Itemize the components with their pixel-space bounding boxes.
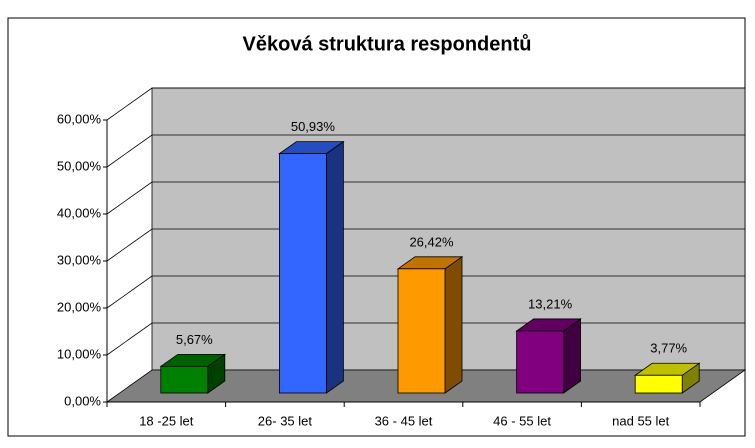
- data-label: 3,77%: [650, 341, 687, 356]
- grid-line: [106, 87, 745, 121]
- bar-side: [563, 318, 581, 394]
- bar: [278, 153, 327, 394]
- y-tick-label: 30,00%: [57, 252, 102, 267]
- bar-side: [325, 140, 344, 394]
- grid-line: [106, 228, 745, 262]
- data-label: 26,42%: [409, 234, 454, 249]
- x-tick-label: 26- 35 let: [258, 413, 313, 428]
- x-tick-label: nad 55 let: [612, 413, 669, 428]
- data-label: 5,67%: [176, 332, 213, 347]
- x-tick-label: 18 -25 let: [139, 413, 194, 428]
- y-tick-label: 40,00%: [57, 205, 102, 220]
- chart-title: Věková struktura respondentů: [243, 33, 532, 55]
- x-tick-label: 46 - 55 let: [493, 413, 551, 428]
- y-tick-label: 20,00%: [57, 299, 102, 314]
- data-label: 13,21%: [528, 296, 573, 311]
- bar: [516, 330, 564, 394]
- y-tick-label: 60,00%: [57, 111, 102, 126]
- bar: [634, 374, 683, 394]
- grid-line: [106, 181, 745, 215]
- bar-side: [444, 256, 463, 394]
- y-tick-label: 10,00%: [57, 346, 102, 361]
- grid-line: [106, 134, 745, 168]
- y-tick-label: 50,00%: [57, 158, 102, 173]
- data-label: 50,93%: [291, 119, 336, 134]
- y-tick-label: 0,00%: [64, 393, 101, 408]
- grid-line: [106, 275, 745, 309]
- bar: [397, 268, 446, 394]
- bar: [160, 365, 209, 394]
- x-tick-label: 36 - 45 let: [375, 413, 433, 428]
